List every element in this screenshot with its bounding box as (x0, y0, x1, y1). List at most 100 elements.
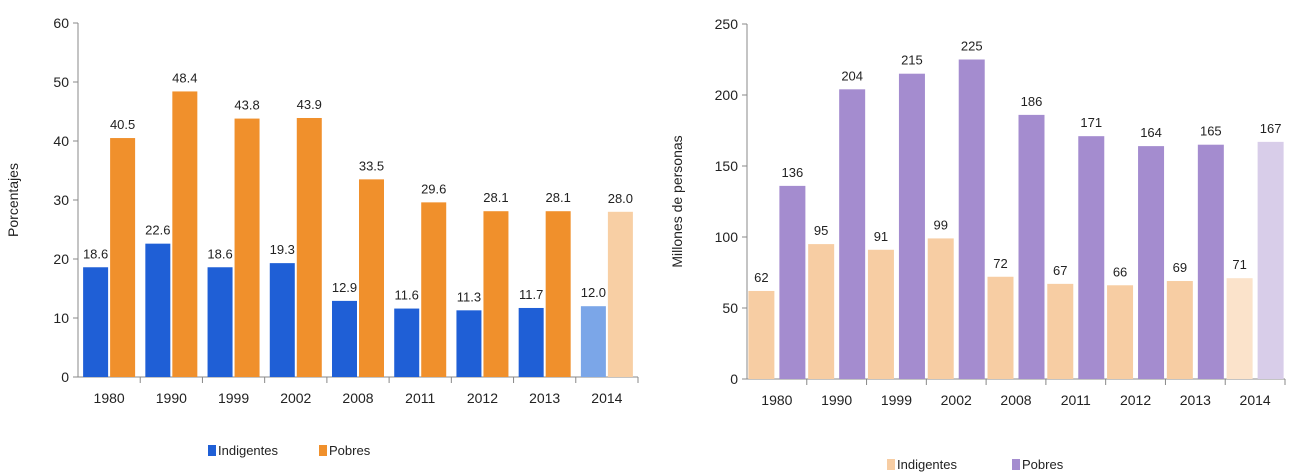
bar-indigentes-1980 (83, 267, 109, 377)
legend-swatch-pobres (319, 445, 327, 456)
bar-pobres-2002 (958, 59, 985, 379)
data-label: 66 (1113, 264, 1127, 279)
bar-indigentes-1990 (808, 244, 835, 379)
data-label: 28.0 (608, 191, 633, 206)
bar-pobres-2014 (1257, 141, 1284, 379)
y-tick-label: 10 (53, 310, 69, 326)
bar-pobres-1980 (779, 185, 806, 379)
y-tick-label: 60 (53, 15, 69, 31)
data-label: 72 (993, 256, 1007, 271)
x-tick-label: 1980 (761, 392, 792, 408)
legend-swatch-indigentes (887, 459, 895, 470)
data-label: 167 (1260, 121, 1282, 136)
data-label: 215 (901, 53, 923, 68)
data-label: 33.5 (359, 158, 384, 173)
bar-pobres-1980 (110, 138, 136, 377)
x-tick-label: 2012 (1120, 392, 1151, 408)
data-label: 186 (1021, 94, 1043, 109)
x-tick-label: 2011 (405, 390, 435, 406)
bar-indigentes-2013 (518, 307, 544, 377)
data-label: 28.1 (546, 190, 571, 205)
data-label: 62 (754, 270, 768, 285)
y-tick-label: 30 (53, 192, 69, 208)
data-label: 48.4 (172, 70, 197, 85)
bar-indigentes-2002 (269, 263, 295, 377)
data-label: 204 (841, 68, 863, 83)
data-label: 43.9 (297, 97, 322, 112)
x-tick-label: 2002 (941, 392, 972, 408)
legend-label: Indigentes (897, 457, 957, 472)
bar-indigentes-2012 (1107, 285, 1134, 379)
x-tick-label: 1980 (94, 390, 125, 406)
bar-indigentes-1999 (207, 267, 233, 377)
bar-pobres-2014 (607, 211, 633, 377)
bar-pobres-1999 (234, 118, 260, 377)
data-label: 11.7 (519, 287, 543, 302)
bar-indigentes-1980 (748, 290, 775, 379)
chart-poverty-millions: 0 50 100 150 200 250 Millones de personas 1980 1… (669, 16, 1286, 472)
data-label: 99 (933, 217, 947, 232)
bar-pobres-2013 (1197, 144, 1224, 379)
x-tick-label: 2012 (467, 390, 498, 406)
data-label: 12.0 (581, 285, 606, 300)
bar-pobres-2011 (421, 202, 447, 377)
data-label: 22.6 (145, 223, 170, 238)
y-tick-label: 0 (61, 369, 69, 385)
y-axis-title: Millones de personas (669, 135, 685, 267)
data-label: 95 (814, 223, 828, 238)
bar-pobres-2008 (1018, 114, 1045, 379)
bar-pobres-1990 (172, 91, 198, 377)
x-tick-label: 2008 (342, 390, 373, 406)
data-label: 18.6 (207, 246, 232, 261)
x-tick-label: 2014 (1240, 392, 1271, 408)
y-tick-label: 100 (715, 229, 739, 245)
x-tick-label: 2013 (1180, 392, 1211, 408)
bar-pobres-2008 (359, 179, 384, 377)
bar-indigentes-2011 (394, 308, 420, 377)
data-label: 29.6 (421, 181, 446, 196)
legend-swatch-pobres (1012, 459, 1020, 470)
bar-indigentes-1990 (145, 243, 171, 377)
y-tick-label: 200 (715, 87, 739, 103)
data-label: 28.1 (483, 190, 508, 205)
chart-poverty-percentages: 0 10 20 30 40 50 60 Porcentajes 1980 1990 1999 2002… (5, 15, 639, 458)
bar-indigentes-2002 (927, 238, 954, 379)
y-tick-label: 150 (715, 158, 739, 174)
x-tick-label: 2011 (1061, 392, 1091, 408)
data-label: 225 (961, 39, 983, 54)
data-label: 19.3 (270, 242, 295, 257)
x-tick-label: 2008 (1000, 392, 1031, 408)
bar-indigentes-2012 (456, 310, 482, 377)
bar-indigentes-2014 (580, 306, 606, 377)
data-label: 12.9 (332, 280, 357, 295)
data-label: 171 (1080, 115, 1102, 130)
y-tick-label: 40 (53, 133, 69, 149)
y-tick-label: 20 (53, 251, 69, 267)
y-tick-label: 250 (715, 16, 739, 32)
y-tick-label: 50 (722, 300, 738, 316)
y-tick-label: 50 (53, 74, 69, 90)
data-label: 91 (874, 229, 888, 244)
legend-label: Indigentes (218, 443, 278, 458)
x-tick-label: 2014 (591, 390, 622, 406)
data-label: 11.6 (395, 288, 419, 303)
data-label: 165 (1200, 124, 1222, 139)
x-tick-label: 1999 (218, 390, 249, 406)
x-tick-label: 1999 (881, 392, 912, 408)
legend-swatch-indigentes (208, 445, 216, 456)
legend-label: Pobres (329, 443, 371, 458)
bar-pobres-2012 (1138, 146, 1165, 379)
x-tick-label: 2002 (280, 390, 311, 406)
x-tick-label: 2013 (529, 390, 560, 406)
bar-pobres-1999 (898, 73, 925, 379)
bar-indigentes-2014 (1226, 278, 1253, 379)
x-tick-label: 1990 (821, 392, 852, 408)
x-tick-label: 1990 (156, 390, 187, 406)
bar-indigentes-2008 (332, 300, 357, 377)
legend-label: Pobres (1022, 457, 1064, 472)
bar-indigentes-2013 (1166, 281, 1193, 379)
data-label: 18.6 (83, 246, 108, 261)
bar-pobres-2002 (296, 117, 322, 378)
data-label: 136 (782, 165, 804, 180)
y-tick-label: 0 (730, 371, 738, 387)
